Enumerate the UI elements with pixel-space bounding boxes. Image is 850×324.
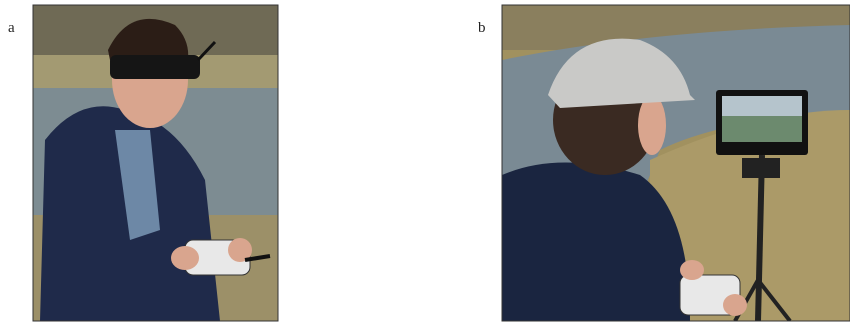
photos [0,0,850,324]
figure: {"panels": [{"label": "a"}, {"label": "b… [0,0,850,324]
photo-b [502,5,850,321]
photo-a [33,5,278,321]
